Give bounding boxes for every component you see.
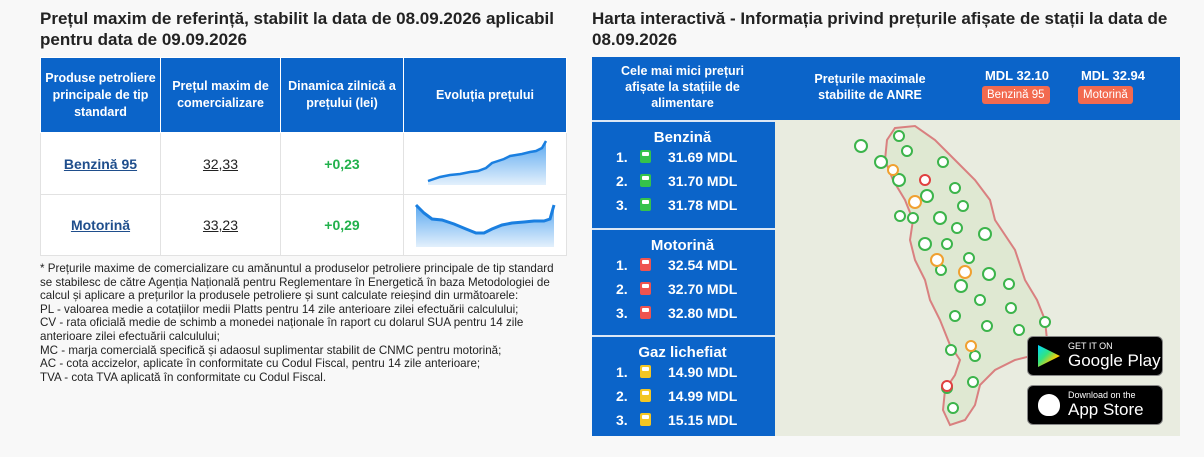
- group-price: 14.90 MDL: [668, 364, 738, 380]
- store-icon: [1038, 345, 1060, 367]
- sparkline: [414, 203, 556, 247]
- change: +0,29: [324, 217, 360, 233]
- rank: 2.: [616, 388, 628, 404]
- group-price: 31.70 MDL: [668, 173, 738, 189]
- rank: 3.: [616, 197, 628, 213]
- group-price: 15.15 MDL: [668, 412, 738, 428]
- store-small: Download on the: [1068, 390, 1136, 400]
- table-header: Prețul maxim de comercializare: [160, 57, 281, 133]
- group-name: Gaz lichefiat: [638, 344, 727, 361]
- rank: 3.: [616, 305, 628, 321]
- group-price: 32.54 MDL: [668, 257, 738, 273]
- rank: 2.: [616, 173, 628, 189]
- max-price: MDL 32.10: [984, 68, 1050, 83]
- store-small: GET IT ON: [1068, 341, 1113, 351]
- group-name: Benzină: [653, 129, 712, 146]
- fuel-icon-window: [642, 176, 649, 180]
- rank: 3.: [616, 412, 628, 428]
- right-title: Harta interactivă - Informația privind p…: [592, 9, 1168, 49]
- notes: * Prețurile maxime de comercializare cu …: [40, 262, 560, 384]
- store-big: Google Play: [1068, 351, 1161, 370]
- group-price: 32.80 MDL: [668, 305, 738, 321]
- note-line: TVA - cota TVA aplicată în conformitate …: [40, 370, 327, 384]
- rank: 1.: [616, 257, 628, 273]
- group-price: 14.99 MDL: [668, 388, 738, 404]
- fuel-icon: [640, 174, 651, 187]
- group-price: 31.69 MDL: [668, 149, 738, 165]
- note-line: CV - rata oficială medie de schimb a mon…: [40, 316, 524, 343]
- group-divider: [592, 335, 775, 337]
- fuel-icon: [640, 365, 651, 378]
- fuel-icon-window: [642, 367, 649, 371]
- product-link[interactable]: Motorină: [70, 217, 131, 233]
- note-line: PL - valoarea medie a cotațiilor medii P…: [40, 302, 519, 316]
- max-product: Benzină 95: [982, 86, 1050, 104]
- fuel-icon: [640, 389, 651, 402]
- price: 32,33: [202, 155, 239, 172]
- store-badge[interactable]: Download on the App Store: [1027, 385, 1163, 425]
- note-line: AC - cota accizelor, aplicate în conform…: [40, 357, 481, 371]
- table-header: Evoluția prețului: [403, 57, 567, 133]
- product-link[interactable]: Benzină 95: [63, 155, 138, 172]
- rank: 2.: [616, 281, 628, 297]
- fuel-icon: [640, 258, 651, 271]
- fuel-icon: [640, 306, 651, 319]
- fuel-icon-window: [642, 308, 649, 312]
- max-price: MDL 32.94: [1080, 68, 1146, 83]
- map[interactable]: [775, 120, 1180, 436]
- price-table: Produse petroliere principale de tip sta…: [40, 57, 567, 256]
- fuel-icon-window: [642, 200, 649, 204]
- price: 33,23: [202, 217, 239, 233]
- store-icon: [1038, 394, 1060, 416]
- rank: 1.: [616, 364, 628, 380]
- table-header: Produse petroliere principale de tip sta…: [40, 57, 161, 133]
- fuel-icon-window: [642, 284, 649, 288]
- table-header: Dinamica zilnică a prețului (lei): [280, 57, 404, 133]
- max-product: Motorină: [1078, 86, 1133, 104]
- group-divider: [592, 228, 775, 230]
- fuel-icon-window: [642, 260, 649, 264]
- store-badge[interactable]: GET IT ON Google Play: [1027, 336, 1163, 376]
- lowest-label: Cele mai mici prețuri afișate la stațiil…: [621, 64, 744, 110]
- store-big: App Store: [1068, 400, 1144, 419]
- change: +0,23: [324, 155, 360, 172]
- group-name: Motorină: [650, 237, 715, 254]
- group-divider: [592, 120, 775, 122]
- fuel-icon-window: [642, 152, 649, 156]
- fuel-icon: [640, 150, 651, 163]
- sparkline: [427, 140, 548, 185]
- fuel-icon: [640, 413, 651, 426]
- left-title: Prețul maxim de referință, stabilit la d…: [40, 9, 555, 49]
- fuel-icon-window: [642, 391, 649, 395]
- fuel-icon: [640, 198, 651, 211]
- note-line: * Prețurile maxime de comercializare cu …: [40, 262, 554, 303]
- rank: 1.: [616, 149, 628, 165]
- group-price: 31.78 MDL: [668, 197, 738, 213]
- group-price: 32.70 MDL: [668, 281, 738, 297]
- fuel-icon-window: [642, 415, 649, 419]
- fuel-icon: [640, 282, 651, 295]
- note-line: MC - marja comercială specifică și adaos…: [40, 343, 502, 357]
- max-label: Prețurile maximale stabilite de ANRE: [814, 72, 926, 102]
